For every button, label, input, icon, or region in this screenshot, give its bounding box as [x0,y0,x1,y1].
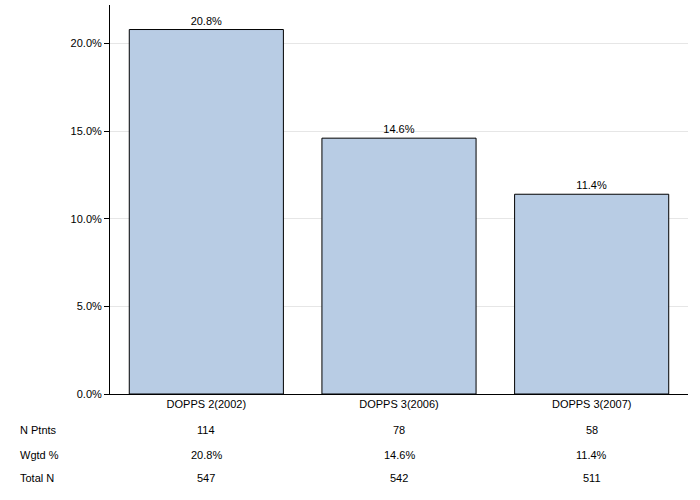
svg-text:11.4%: 11.4% [576,179,607,191]
svg-text:10.0%: 10.0% [71,213,102,225]
svg-text:DOPPS 2(2002): DOPPS 2(2002) [167,398,246,410]
svg-text:5.0%: 5.0% [77,300,102,312]
svg-text:14.6%: 14.6% [383,123,414,135]
svg-text:11.4%: 11.4% [576,449,607,461]
svg-text:Total N: Total N [20,472,54,484]
svg-text:20.8%: 20.8% [191,449,222,461]
svg-text:DOPPS 3(2006): DOPPS 3(2006) [359,398,438,410]
svg-text:542: 542 [390,472,408,484]
svg-text:58: 58 [586,424,598,436]
svg-text:0.0%: 0.0% [77,388,102,400]
svg-text:14.6%: 14.6% [384,449,415,461]
svg-text:114: 114 [197,424,215,436]
svg-text:Wgtd %: Wgtd % [20,449,59,461]
svg-text:15.0%: 15.0% [71,125,102,137]
svg-text:20.8%: 20.8% [191,15,222,27]
svg-text:78: 78 [393,424,405,436]
svg-text:20.0%: 20.0% [71,37,102,49]
svg-text:547: 547 [197,472,215,484]
svg-text:N Ptnts: N Ptnts [20,424,57,436]
svg-text:511: 511 [583,472,601,484]
svg-text:DOPPS 3(2007): DOPPS 3(2007) [552,398,631,410]
